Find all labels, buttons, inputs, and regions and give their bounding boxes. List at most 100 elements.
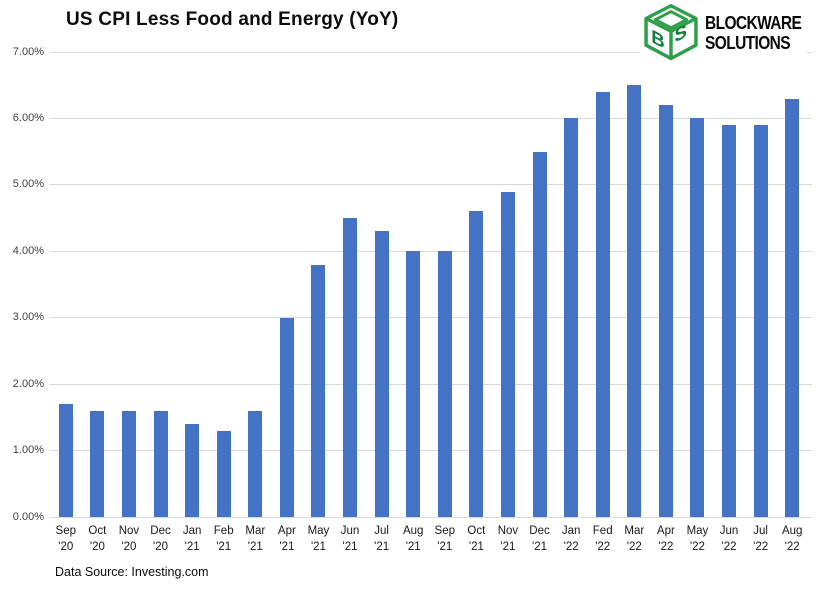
bar — [690, 118, 705, 517]
x-tick-month: Apr — [277, 525, 296, 537]
y-tick-label: 5.00% — [12, 178, 44, 191]
y-tick-label: 1.00% — [12, 444, 44, 457]
y-tick-label: 3.00% — [12, 311, 44, 324]
x-tick-year: '22 — [626, 540, 642, 553]
x-tick-month: Nov — [118, 525, 140, 537]
data-source-label: Data Source: Investing.com — [55, 565, 209, 579]
bar — [153, 410, 168, 517]
x-tick-label: Dec '21 — [519, 524, 561, 555]
x-tick-label: Oct '20 — [76, 524, 118, 555]
x-tick-year: '21 — [405, 540, 421, 553]
bar — [785, 98, 800, 517]
x-tick-month: Aug — [781, 525, 803, 537]
logo-line-2: SOLUTIONS — [705, 31, 791, 53]
x-tick-year: '22 — [753, 540, 769, 553]
x-tick-label: Mar '21 — [234, 524, 276, 555]
svg-text:S: S — [674, 20, 686, 47]
x-tick-year: '21 — [374, 540, 390, 553]
x-tick-label: Sep '21 — [424, 524, 466, 555]
x-tick-label: Jun '21 — [329, 524, 371, 555]
bar — [121, 410, 136, 517]
bar — [90, 410, 105, 517]
bar — [564, 118, 579, 517]
x-tick-year: '22 — [658, 540, 674, 553]
x-tick-year: '22 — [784, 540, 800, 553]
svg-text:B: B — [651, 26, 664, 54]
x-tick-label: Jan '22 — [550, 524, 592, 555]
bar — [248, 410, 263, 517]
x-tick-year: '22 — [721, 540, 737, 553]
x-tick-label: Jun '22 — [708, 524, 750, 555]
x-tick-month: Oct — [467, 525, 486, 537]
x-tick-month: Jul — [753, 525, 768, 537]
x-tick-label: Oct '21 — [455, 524, 497, 555]
bar — [532, 151, 547, 517]
x-tick-month: Jan — [561, 525, 581, 537]
gridline — [50, 450, 812, 452]
y-tick-label: 6.00% — [12, 111, 44, 124]
x-tick-month: Sep — [55, 525, 77, 537]
x-tick-month: Jan — [182, 525, 202, 537]
x-tick-month: Apr — [656, 525, 675, 537]
plot-area — [50, 51, 812, 518]
x-tick-year: '21 — [310, 540, 326, 553]
x-tick-month: Nov — [497, 525, 519, 537]
x-tick-year: '21 — [279, 540, 295, 553]
x-tick-label: Jul '21 — [361, 524, 403, 555]
x-tick-year: '22 — [689, 540, 705, 553]
blockware-logo: B S BLOCKWARE SOLUTIONS — [640, 2, 808, 64]
bar — [58, 404, 73, 517]
x-tick-label: May '22 — [676, 524, 718, 555]
bar — [469, 211, 484, 517]
x-tick-month: Mar — [624, 525, 645, 537]
x-tick-month: Dec — [529, 525, 550, 537]
y-tick-label: 7.00% — [12, 45, 44, 58]
x-tick-label: Fed '22 — [582, 524, 624, 555]
x-tick-label: May '21 — [297, 524, 339, 555]
x-tick-label: Aug '22 — [771, 524, 813, 555]
x-tick-year: '20 — [58, 540, 74, 553]
bar — [406, 251, 421, 517]
gridline — [50, 51, 812, 53]
x-tick-label: Nov '21 — [487, 524, 529, 555]
x-tick-year: '21 — [184, 540, 200, 553]
x-tick-label: Nov '20 — [108, 524, 150, 555]
x-tick-label: Feb '21 — [203, 524, 245, 555]
bar — [374, 231, 389, 517]
x-tick-year: '21 — [500, 540, 516, 553]
cube-bs-icon: B S — [644, 4, 698, 61]
x-tick-label: Mar '22 — [613, 524, 655, 555]
x-tick-label: Apr '22 — [645, 524, 687, 555]
x-tick-label: Dec '20 — [140, 524, 182, 555]
x-tick-year: '21 — [468, 540, 484, 553]
x-tick-year: '20 — [121, 540, 137, 553]
gridline — [50, 317, 812, 319]
logo-line-1: BLOCKWARE — [705, 12, 802, 34]
x-tick-year: '22 — [595, 540, 611, 553]
x-tick-month: Fed — [592, 525, 613, 537]
x-tick-month: May — [307, 525, 330, 537]
bar — [658, 105, 673, 517]
x-tick-month: Dec — [150, 525, 171, 537]
bar — [500, 191, 515, 517]
x-tick-year: '21 — [532, 540, 548, 553]
y-tick-label: 4.00% — [12, 244, 44, 257]
gridline — [50, 383, 812, 385]
bar — [343, 218, 358, 517]
x-tick-year: '21 — [247, 540, 263, 553]
x-tick-year: '20 — [153, 540, 169, 553]
gridline — [50, 184, 812, 186]
x-tick-year: '20 — [89, 540, 105, 553]
bar — [216, 430, 231, 517]
bar — [279, 317, 294, 517]
gridline — [50, 250, 812, 252]
x-tick-month: Mar — [245, 525, 266, 537]
gridline — [50, 516, 812, 518]
x-tick-month: Aug — [402, 525, 424, 537]
x-tick-label: Jul '22 — [740, 524, 782, 555]
bar — [753, 125, 768, 517]
x-tick-month: Jun — [719, 525, 739, 537]
x-tick-label: Jan '21 — [171, 524, 213, 555]
x-tick-label: Aug '21 — [392, 524, 434, 555]
